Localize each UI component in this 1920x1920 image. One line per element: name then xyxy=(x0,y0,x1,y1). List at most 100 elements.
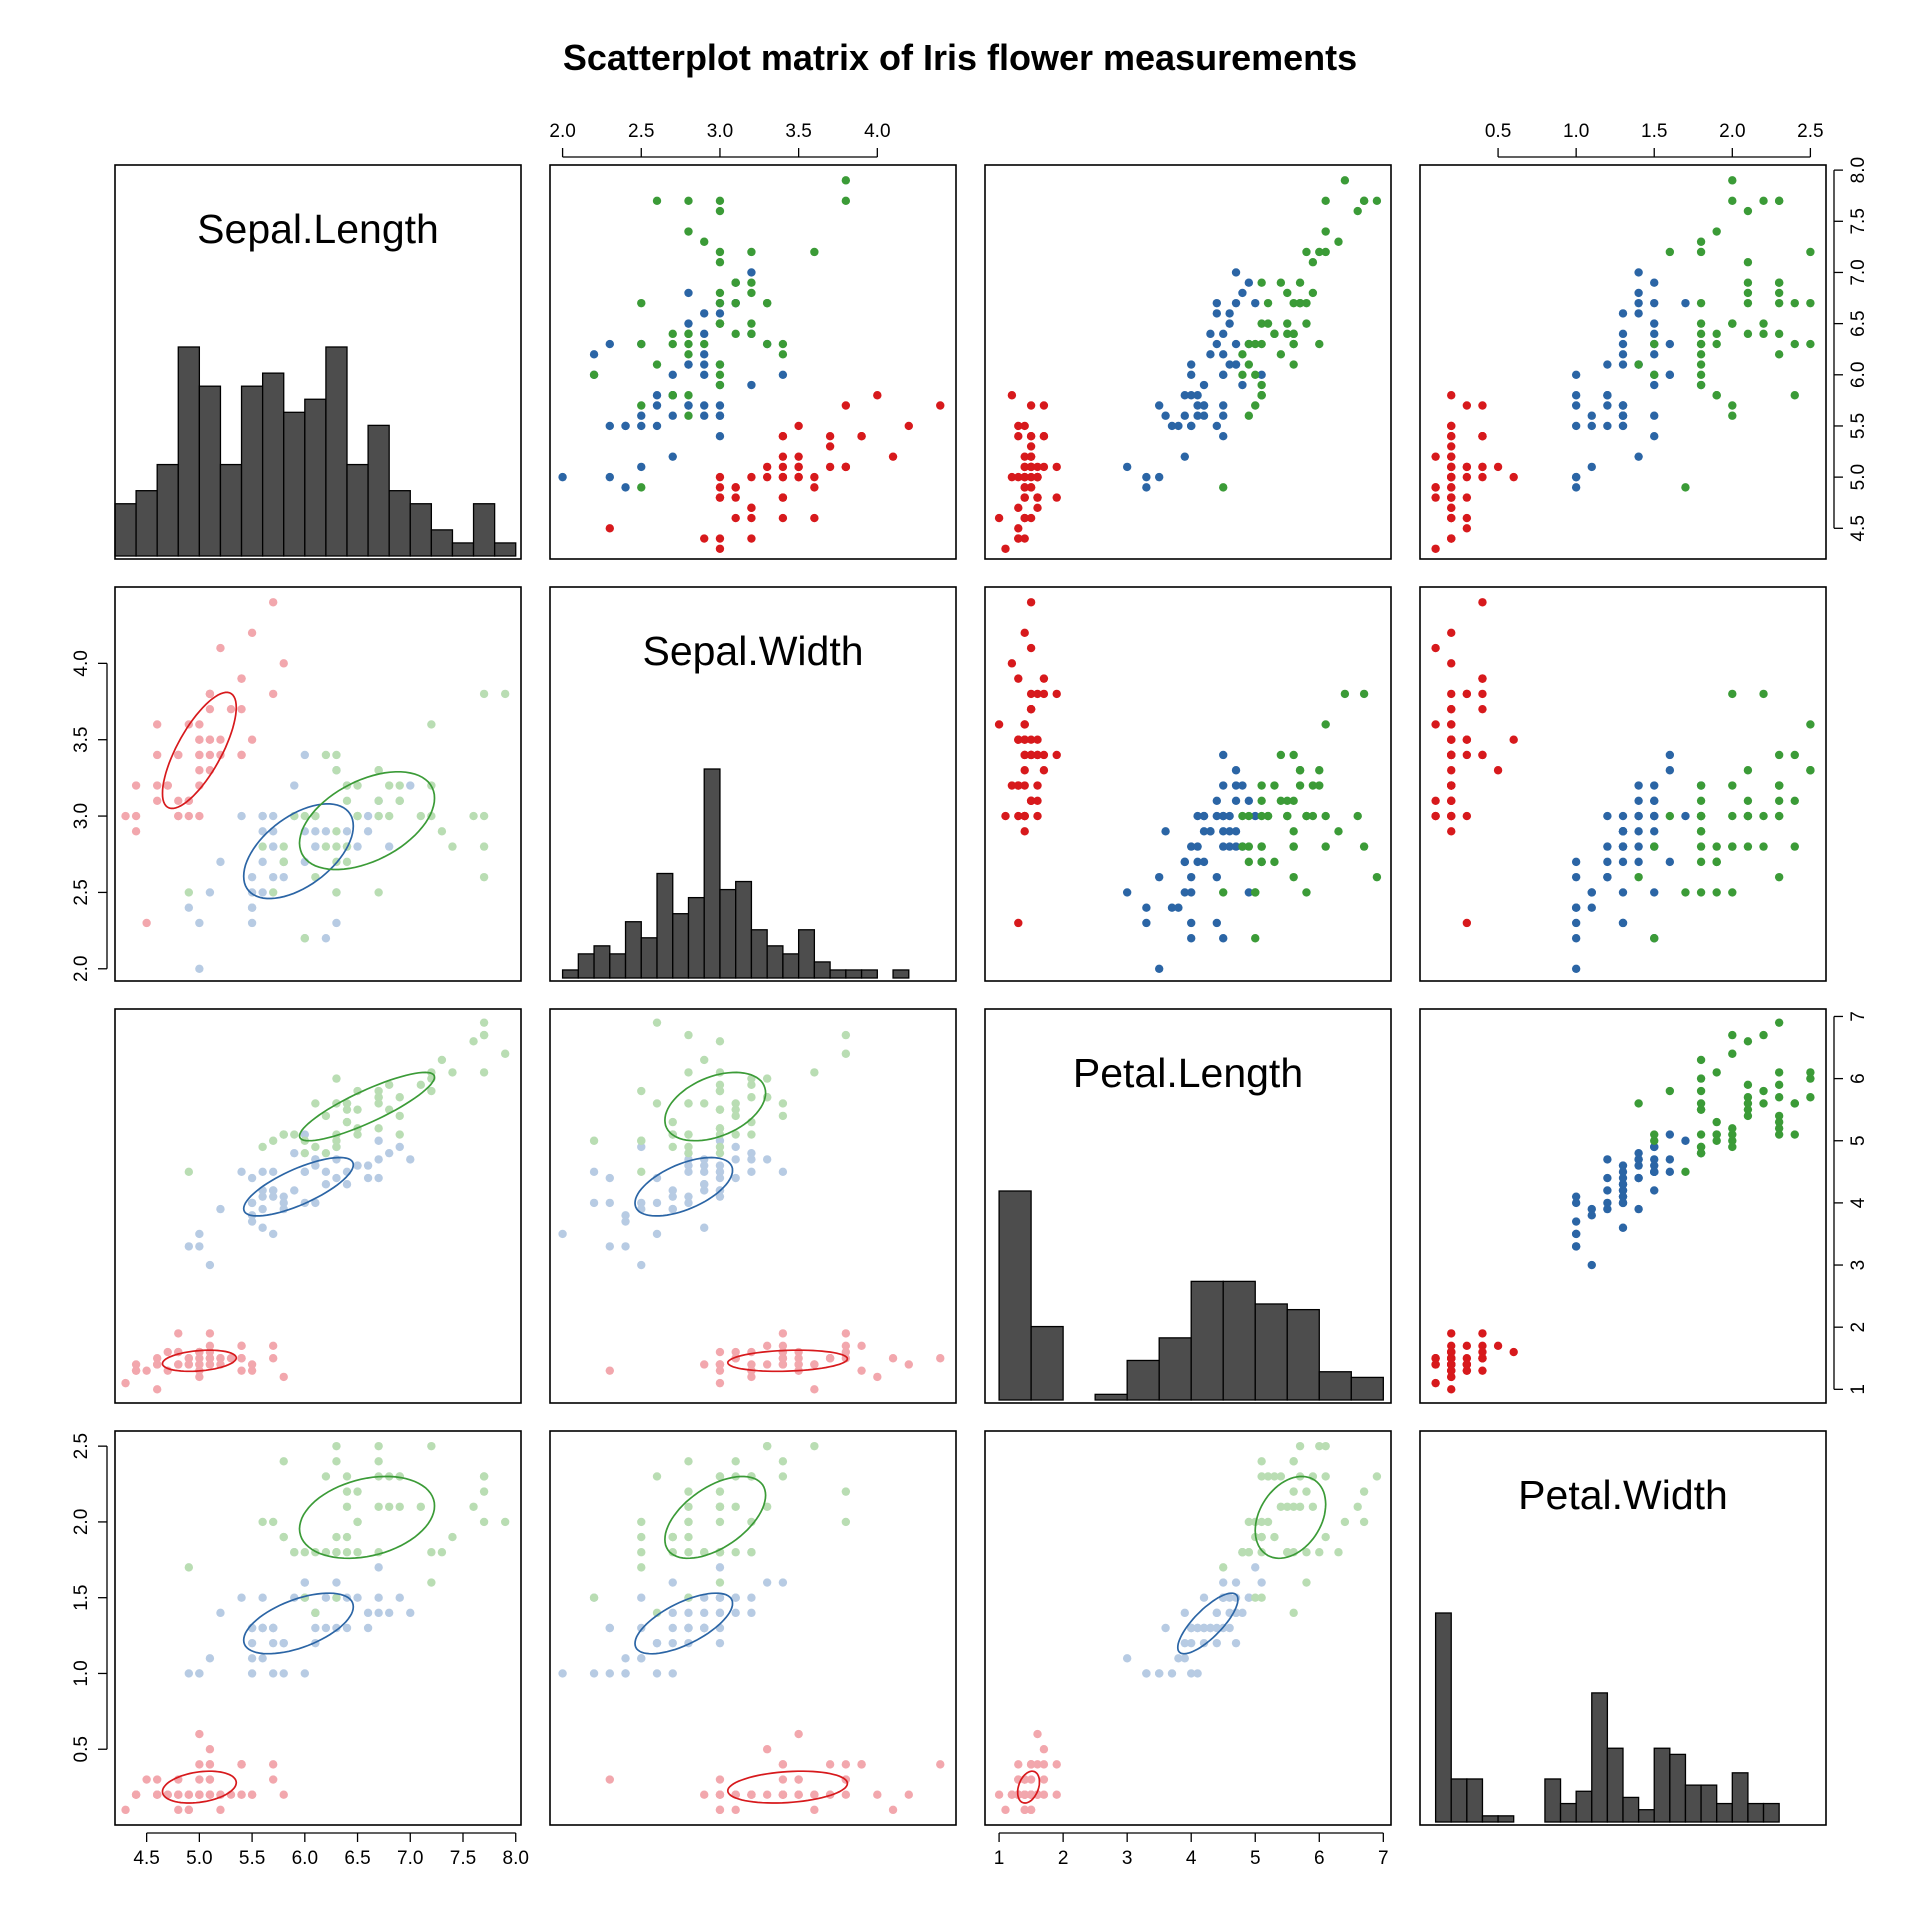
data-point-virginica xyxy=(762,1074,772,1083)
data-point-virginica xyxy=(684,1532,693,1542)
data-point-virginica xyxy=(1238,842,1247,851)
data-point-setosa xyxy=(1478,750,1487,760)
data-point-virginica xyxy=(1728,401,1737,410)
data-point-virginica xyxy=(715,1080,725,1090)
data-point-setosa xyxy=(1014,918,1023,928)
data-point-setosa xyxy=(1020,462,1029,472)
tick-label: 7 xyxy=(1848,1011,1869,1022)
data-point-versicolor xyxy=(1650,1161,1659,1170)
data-point-virginica xyxy=(1743,1111,1753,1121)
data-point-setosa xyxy=(131,811,141,821)
data-point-setosa xyxy=(794,421,803,431)
data-point-versicolor xyxy=(247,1198,257,1208)
data-point-setosa xyxy=(794,472,803,482)
data-point-virginica xyxy=(1774,781,1784,790)
tick-label: 1.5 xyxy=(71,1584,92,1610)
histogram-bar xyxy=(1747,1802,1765,1823)
data-point-versicolor xyxy=(1180,1638,1189,1648)
data-point-virginica xyxy=(353,1487,362,1496)
data-point-virginica xyxy=(668,1117,677,1127)
data-point-versicolor xyxy=(363,827,373,836)
data-point-virginica xyxy=(332,1593,341,1602)
tick-label: 5 xyxy=(1250,1848,1261,1869)
data-point-setosa xyxy=(794,1790,803,1799)
panel-sepal-length-vs-petal-width xyxy=(1419,164,1827,560)
data-point-setosa xyxy=(1020,827,1029,836)
data-point-virginica xyxy=(1712,339,1721,349)
data-point-versicolor xyxy=(637,1260,646,1270)
data-point-virginica xyxy=(342,857,352,867)
data-point-setosa xyxy=(247,1790,257,1799)
data-point-setosa xyxy=(904,421,913,431)
data-point-virginica xyxy=(1696,237,1706,246)
data-point-versicolor xyxy=(258,1223,267,1232)
data-point-setosa xyxy=(195,720,204,729)
data-point-virginica xyxy=(1774,1018,1784,1027)
data-point-virginica xyxy=(1251,1593,1260,1602)
data-point-setosa xyxy=(873,391,882,400)
panel-petal-length-vs-petal-length: Petal.Length xyxy=(984,1008,1392,1404)
data-point-versicolor xyxy=(1571,1217,1581,1226)
data-point-versicolor xyxy=(1180,1654,1189,1663)
data-point-setosa xyxy=(1039,1775,1049,1784)
data-point-setosa xyxy=(1033,689,1042,699)
data-point-setosa xyxy=(152,1790,162,1799)
panel-frame xyxy=(114,1008,522,1404)
data-point-virginica xyxy=(1295,298,1305,308)
data-point-setosa xyxy=(237,674,246,683)
data-point-setosa xyxy=(1447,513,1456,523)
data-point-virginica xyxy=(747,1093,756,1102)
data-point-setosa xyxy=(1014,781,1023,790)
data-point-virginica xyxy=(332,1548,341,1557)
data-point-versicolor xyxy=(684,401,693,410)
data-point-setosa xyxy=(131,781,141,790)
data-point-virginica xyxy=(1774,1093,1784,1102)
data-point-virginica xyxy=(1743,1037,1753,1046)
data-point-versicolor xyxy=(1634,1155,1643,1164)
data-point-setosa xyxy=(205,1745,215,1754)
data-point-versicolor xyxy=(558,1669,567,1678)
data-point-virginica xyxy=(1257,1593,1266,1602)
data-point-versicolor xyxy=(290,1148,299,1158)
data-point-versicolor xyxy=(1187,918,1196,928)
data-point-setosa xyxy=(747,503,756,513)
data-point-versicolor xyxy=(216,1608,225,1618)
data-point-virginica xyxy=(715,370,725,379)
data-point-versicolor xyxy=(268,872,278,882)
data-point-versicolor xyxy=(731,1173,740,1183)
data-point-versicolor xyxy=(1603,401,1612,410)
data-point-setosa xyxy=(1509,472,1518,482)
data-point-virginica xyxy=(342,1502,352,1511)
data-point-virginica xyxy=(637,1086,646,1096)
data-point-versicolor xyxy=(621,1654,630,1663)
data-point-versicolor xyxy=(747,1593,756,1602)
histogram-bar xyxy=(1094,1393,1128,1401)
data-point-versicolor xyxy=(605,1198,614,1208)
panel-petal-length-vs-petal-width xyxy=(1419,1008,1827,1404)
data-point-versicolor xyxy=(1212,796,1222,805)
x-axis-top-petal-width: 0.5 1.0 1.5 2.0 2.5 xyxy=(1485,121,1824,158)
data-point-setosa xyxy=(1478,674,1487,683)
data-point-setosa xyxy=(794,1347,803,1357)
data-point-versicolor xyxy=(195,1242,204,1251)
data-point-virginica xyxy=(374,1441,383,1451)
data-point-versicolor xyxy=(1634,268,1643,277)
data-point-setosa xyxy=(195,735,204,744)
data-point-versicolor xyxy=(715,1638,725,1648)
ellipse-versicolor xyxy=(634,1592,734,1655)
data-point-versicolor xyxy=(1142,918,1151,928)
data-point-versicolor xyxy=(1571,903,1581,912)
data-point-virginica xyxy=(715,298,725,308)
data-point-versicolor xyxy=(1167,421,1177,431)
data-point-setosa xyxy=(1026,452,1036,461)
data-point-versicolor xyxy=(1603,857,1612,867)
data-point-versicolor xyxy=(268,842,278,851)
data-point-virginica xyxy=(500,1049,510,1058)
data-point-virginica xyxy=(684,1548,693,1557)
data-point-setosa xyxy=(1039,766,1049,775)
data-point-setosa xyxy=(142,1366,151,1375)
data-point-versicolor xyxy=(700,1608,709,1618)
data-point-versicolor xyxy=(279,1198,288,1208)
data-point-versicolor xyxy=(205,1654,215,1663)
data-point-versicolor xyxy=(1634,811,1643,821)
